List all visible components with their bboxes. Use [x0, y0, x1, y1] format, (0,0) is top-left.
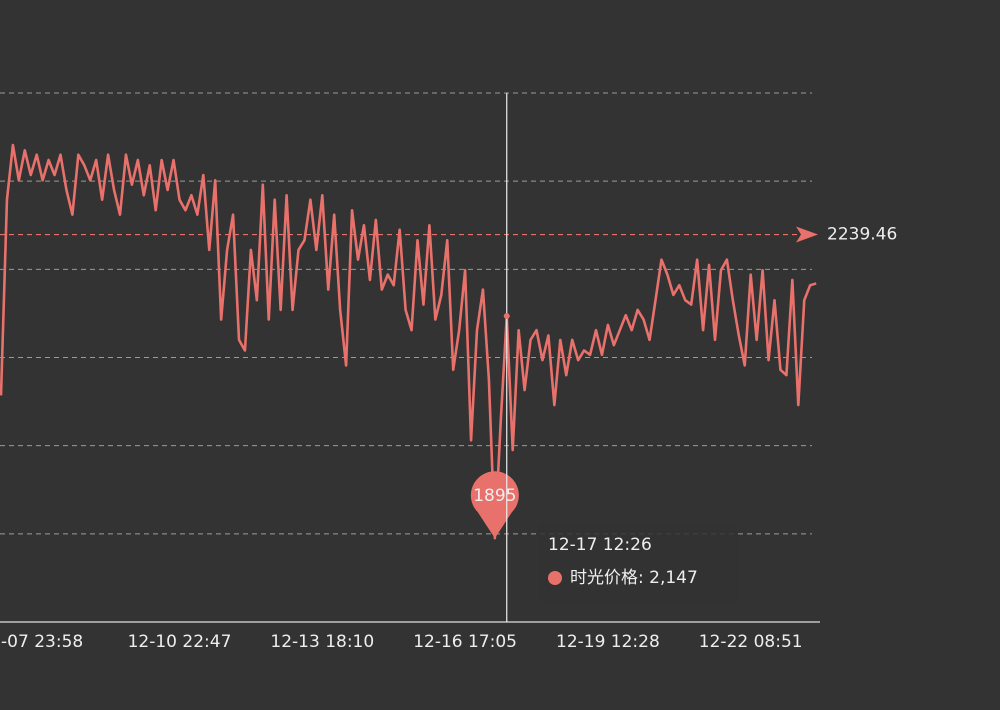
mark-line-label: 2239.46	[827, 225, 897, 245]
x-tick-label: 12-22 08:51	[699, 632, 803, 652]
x-tick-label: 12-19 12:28	[556, 632, 660, 652]
tooltip-value: 时光价格: 2,147	[570, 568, 698, 588]
x-tick-label: 2-07 23:58	[0, 632, 83, 652]
tooltip-box	[538, 522, 738, 602]
tooltip-separator: :	[638, 568, 649, 588]
tooltip-dot	[548, 571, 562, 585]
tooltip-series-name: 时光价格	[570, 568, 638, 588]
mark-line-arrow	[796, 226, 818, 243]
tooltip-title: 12-17 12:26	[548, 535, 652, 555]
x-tick-label: 12-10 22:47	[128, 632, 232, 652]
x-tick-label: 12-13 18:10	[270, 632, 374, 652]
hover-point	[503, 313, 510, 320]
min-pin-label: 1895	[473, 486, 516, 506]
line-series	[0, 143, 817, 540]
tooltip-value: 2,147	[649, 568, 698, 588]
x-tick-label: 12-16 17:05	[413, 632, 517, 652]
